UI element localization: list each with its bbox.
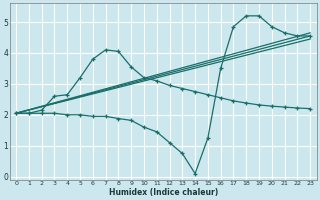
- X-axis label: Humidex (Indice chaleur): Humidex (Indice chaleur): [108, 188, 218, 197]
